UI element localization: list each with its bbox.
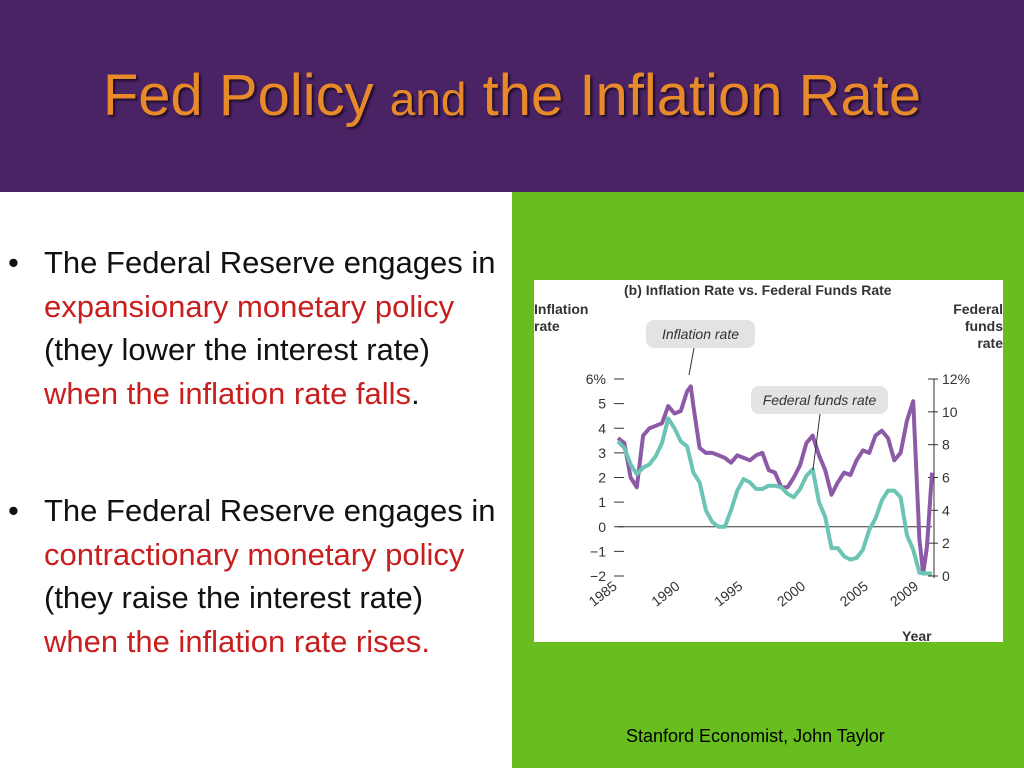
- annotation-pointer: [812, 413, 821, 471]
- tick-label-left: 6%: [586, 371, 606, 387]
- y-label-left-line: Inflation: [534, 301, 588, 317]
- tick-label-right: 6: [942, 470, 950, 486]
- tick-label-right: 12%: [942, 371, 970, 387]
- bullet2-seg3: (they raise the interest rate): [44, 580, 424, 615]
- tick-label-left: 5: [598, 396, 606, 412]
- title-part2: and: [389, 73, 467, 125]
- tick-label-left: −2: [590, 568, 606, 584]
- source-caption: Stanford Economist, John Taylor: [626, 726, 885, 746]
- tick-label-right: 2: [942, 535, 950, 551]
- annotation-label: Federal funds rate: [763, 392, 877, 408]
- chart-container: (b) Inflation Rate vs. Federal Funds Rat…: [534, 280, 1003, 644]
- annotation-pointer: [688, 347, 695, 376]
- bullet2-seg4: when the inflation rate rises.: [44, 623, 430, 659]
- bullet1-seg2: expansionary monetary policy: [44, 288, 455, 324]
- y-label-left-line: rate: [534, 318, 560, 334]
- tick-label-x: 2009: [887, 578, 922, 610]
- tick-label-right: 0: [942, 568, 950, 584]
- annotation-box: [751, 386, 888, 414]
- inflation-vs-fedfunds-chart: (b) Inflation Rate vs. Federal Funds Rat…: [534, 282, 1003, 644]
- bullet-marker: •: [8, 493, 19, 528]
- tick-label-left: −1: [590, 543, 606, 559]
- y-label-right-line: funds: [965, 318, 1003, 334]
- bullet1-seg4: when the inflation rate falls: [44, 375, 412, 411]
- tick-label-x: 1995: [711, 578, 746, 610]
- bullet2-seg1: The Federal Reserve engages in: [44, 493, 496, 528]
- y-label-right-line: Federal: [953, 301, 1003, 317]
- series-federal-funds-rate-line: [616, 416, 932, 576]
- bullet2-seg2: contractionary monetary policy: [44, 536, 465, 572]
- bullet1-seg1: The Federal Reserve engages in: [44, 245, 496, 280]
- series-inflation-rate-line: [616, 384, 934, 576]
- annotation-label: Inflation rate: [662, 326, 739, 342]
- y-label-right-line: rate: [977, 335, 1003, 351]
- bullet-item-expansionary: • The Federal Reserve engages in expansi…: [8, 241, 498, 415]
- title-part1: Fed Policy: [102, 63, 390, 128]
- chart-annotations: Inflation rate Federal funds rate: [646, 320, 888, 471]
- bullet1-seg3: (they lower the interest rate): [44, 332, 430, 367]
- annotation-box: [646, 320, 755, 348]
- tick-label-left: 4: [598, 420, 606, 436]
- tick-label-right: 8: [942, 437, 950, 453]
- bullet-item-contractionary: • The Federal Reserve engages in contrac…: [8, 489, 498, 663]
- x-axis-label: Year: [902, 628, 932, 642]
- tick-label-left: 0: [598, 519, 606, 535]
- tick-label-right: 4: [942, 502, 950, 518]
- slide-header: Fed Policy and the Inflation Rate: [0, 0, 1024, 192]
- bullet1-seg5: .: [411, 375, 420, 411]
- tick-label-left: 2: [598, 470, 606, 486]
- tick-label-left: 1: [598, 494, 606, 510]
- chart-series: [616, 384, 934, 576]
- y-axis-label-right: Federal funds rate: [953, 301, 1003, 351]
- bullet-panel: [0, 192, 512, 768]
- tick-label-x: 2000: [774, 578, 809, 610]
- bullet-marker: •: [8, 245, 19, 280]
- tick-label-x: 2005: [837, 578, 872, 610]
- y-axis-label-left: Inflation rate: [534, 301, 588, 334]
- bullet-text: The Federal Reserve engages in contracti…: [44, 489, 498, 663]
- slide-title: Fed Policy and the Inflation Rate: [0, 62, 1024, 129]
- bullet-text: The Federal Reserve engages in expansion…: [44, 241, 498, 415]
- tick-label-left: 3: [598, 445, 606, 461]
- title-part3: the Inflation Rate: [466, 63, 922, 128]
- tick-label-x: 1990: [648, 578, 683, 610]
- tick-label-right: 10: [942, 404, 958, 420]
- chart-title: (b) Inflation Rate vs. Federal Funds Rat…: [624, 282, 892, 298]
